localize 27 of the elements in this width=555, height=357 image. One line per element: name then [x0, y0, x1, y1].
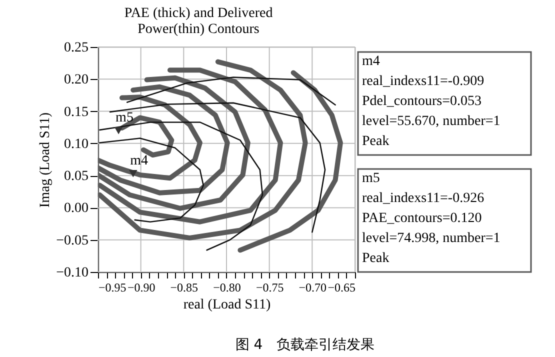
- x-tick-label: −0.85: [170, 280, 198, 294]
- y-tick-label: 0.20: [64, 72, 88, 88]
- annotation: m5: [116, 110, 134, 126]
- line-series: [99, 138, 204, 223]
- x-tick-label: −0.95: [98, 280, 126, 294]
- x-axis-title: real (Load S11): [183, 298, 271, 312]
- line-series: [99, 122, 264, 251]
- text: m5 real_indexs11=-0.926 PAE_contours=0.120 level=74.998, number=1 Peak: [362, 171, 500, 266]
- chart-title: PAE (thick) and Delivered Power(thin) Contours: [124, 6, 273, 37]
- y-tick-label: 0.15: [64, 104, 88, 120]
- caption: 图 4 负载牵引结发果: [235, 337, 375, 353]
- x-tick-label: −0.80: [213, 280, 241, 294]
- annotation: m4: [130, 154, 148, 169]
- x-tick-label: −0.75: [256, 280, 284, 294]
- y-tick-label: 0.25: [64, 40, 88, 56]
- y-axis-title: Imag (Load S11): [38, 112, 54, 208]
- x-tick-label: −0.70: [298, 280, 327, 294]
- y-tick-label: −0.10: [56, 266, 88, 280]
- line-series: [109, 102, 326, 233]
- x-tick-label: −0.65: [328, 280, 356, 294]
- y-tick-label: −0.05: [56, 233, 88, 248]
- x-tick-label: −0.90: [127, 280, 156, 294]
- text: m4 real_indexs11=-0.909 Pdel_contours=0.053 level=55.670, number=1 Peak: [362, 54, 500, 149]
- y-tick-label: 0.00: [64, 201, 88, 216]
- y-tick-label: 0.05: [64, 169, 88, 184]
- line-series: [126, 76, 336, 106]
- y-tick-label: 0.10: [64, 136, 88, 152]
